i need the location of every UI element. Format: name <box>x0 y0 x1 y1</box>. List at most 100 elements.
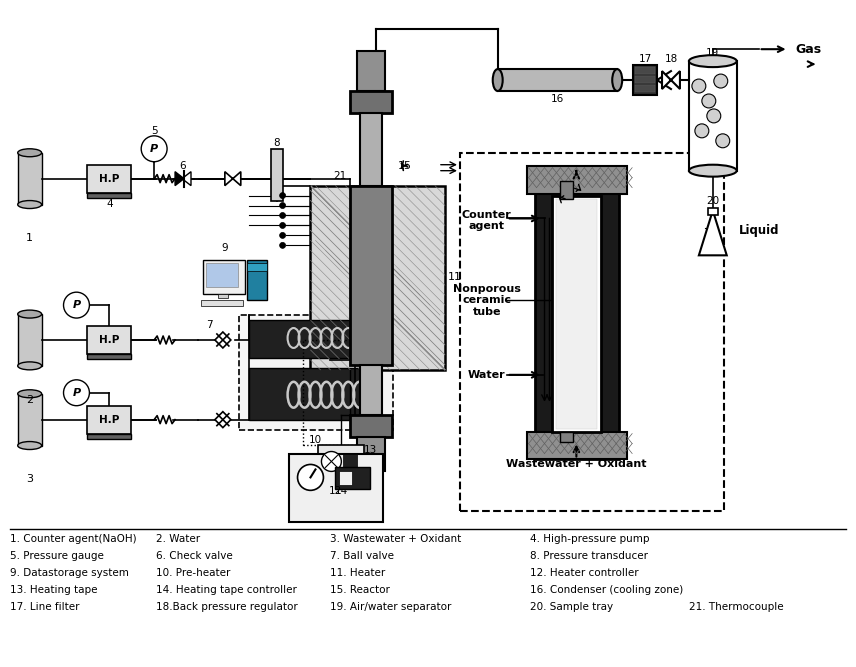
Text: 15. Reactor: 15. Reactor <box>330 585 390 595</box>
Text: 19: 19 <box>706 48 719 58</box>
Text: 12: 12 <box>329 486 342 496</box>
Bar <box>343 454 357 470</box>
Bar <box>247 263 267 271</box>
Ellipse shape <box>612 69 622 91</box>
Bar <box>561 432 574 442</box>
Bar <box>239 315 393 430</box>
Circle shape <box>707 109 721 123</box>
Text: 13. Heating tape: 13. Heating tape <box>9 585 98 595</box>
Circle shape <box>63 380 89 406</box>
Polygon shape <box>662 71 680 89</box>
Text: 1: 1 <box>27 233 33 243</box>
Text: Water: Water <box>468 370 506 380</box>
Bar <box>561 181 574 199</box>
Text: Counter
agent: Counter agent <box>462 209 512 231</box>
Bar <box>249 368 373 420</box>
Bar <box>203 260 245 294</box>
Ellipse shape <box>18 310 42 318</box>
Circle shape <box>280 223 286 228</box>
Text: 14. Heating tape controller: 14. Heating tape controller <box>156 585 297 595</box>
Text: 8. Pressure transducer: 8. Pressure transducer <box>530 551 648 561</box>
Bar <box>249 320 373 358</box>
Circle shape <box>63 292 89 318</box>
Bar <box>318 444 365 486</box>
Text: 9. Datastorage system: 9. Datastorage system <box>9 568 128 578</box>
Bar <box>360 365 382 415</box>
Text: 20: 20 <box>706 195 719 205</box>
Bar <box>18 153 42 205</box>
Bar <box>350 91 392 113</box>
Bar <box>87 406 131 434</box>
Text: Nonporous
ceramic
tube: Nonporous ceramic tube <box>453 283 520 317</box>
Bar <box>357 51 385 91</box>
Text: Liquid: Liquid <box>739 224 779 237</box>
Text: 21. Thermocouple: 21. Thermocouple <box>689 602 783 612</box>
Text: 6. Check valve: 6. Check valve <box>156 551 233 561</box>
Text: 10. Pre-heater: 10. Pre-heater <box>156 568 230 578</box>
Bar <box>357 437 385 472</box>
Text: H.P: H.P <box>99 173 120 183</box>
Ellipse shape <box>18 201 42 209</box>
Bar <box>708 207 718 215</box>
Text: 16: 16 <box>550 94 564 104</box>
Text: 6: 6 <box>180 161 187 171</box>
Text: 8: 8 <box>273 138 280 148</box>
Ellipse shape <box>18 390 42 398</box>
Bar <box>87 434 131 439</box>
Text: 17: 17 <box>639 54 651 64</box>
Circle shape <box>322 452 342 472</box>
Text: 13: 13 <box>364 444 377 454</box>
Circle shape <box>716 134 729 148</box>
Text: 2: 2 <box>26 395 33 405</box>
Ellipse shape <box>689 165 737 177</box>
Text: 15: 15 <box>398 161 412 171</box>
Bar <box>635 76 655 83</box>
Text: 5. Pressure gauge: 5. Pressure gauge <box>9 551 104 561</box>
Text: 21: 21 <box>334 171 347 181</box>
Bar <box>689 61 737 171</box>
Bar <box>360 113 382 185</box>
Bar <box>87 354 131 359</box>
Bar <box>218 294 228 298</box>
Text: 4. High-pressure pump: 4. High-pressure pump <box>530 534 649 544</box>
Bar <box>526 165 627 193</box>
Polygon shape <box>225 171 241 185</box>
Bar <box>206 263 238 287</box>
Bar <box>336 468 371 490</box>
Bar <box>497 69 617 91</box>
Polygon shape <box>215 332 231 348</box>
Text: 3. Wastewater + Oxidant: 3. Wastewater + Oxidant <box>330 534 461 544</box>
Bar <box>633 65 657 95</box>
Circle shape <box>702 94 716 108</box>
Polygon shape <box>698 211 727 255</box>
Bar <box>87 193 131 197</box>
Circle shape <box>280 203 286 209</box>
Bar <box>526 432 627 460</box>
Bar <box>556 199 597 429</box>
Text: 1. Counter agent(NaOH): 1. Counter agent(NaOH) <box>9 534 136 544</box>
Ellipse shape <box>18 442 42 450</box>
Bar <box>270 149 282 201</box>
Text: 11. Heater: 11. Heater <box>330 568 386 578</box>
Bar <box>534 165 619 460</box>
Bar <box>18 314 42 366</box>
Bar <box>350 415 392 437</box>
Text: 3: 3 <box>27 474 33 484</box>
Bar <box>350 185 392 365</box>
Circle shape <box>280 232 286 238</box>
Text: 11: 11 <box>448 272 462 282</box>
Text: Wastewater + Oxidant: Wastewater + Oxidant <box>506 460 646 470</box>
Bar <box>460 153 724 512</box>
Bar <box>87 165 131 193</box>
Bar <box>288 454 383 522</box>
Text: 10: 10 <box>309 435 322 445</box>
Bar <box>311 185 445 370</box>
Text: 5: 5 <box>151 126 158 136</box>
Text: H.P: H.P <box>99 335 120 345</box>
Text: H.P: H.P <box>99 415 120 425</box>
Text: P: P <box>73 388 80 398</box>
Ellipse shape <box>18 362 42 370</box>
Circle shape <box>280 213 286 219</box>
Text: P: P <box>150 144 158 154</box>
Bar <box>201 300 243 306</box>
